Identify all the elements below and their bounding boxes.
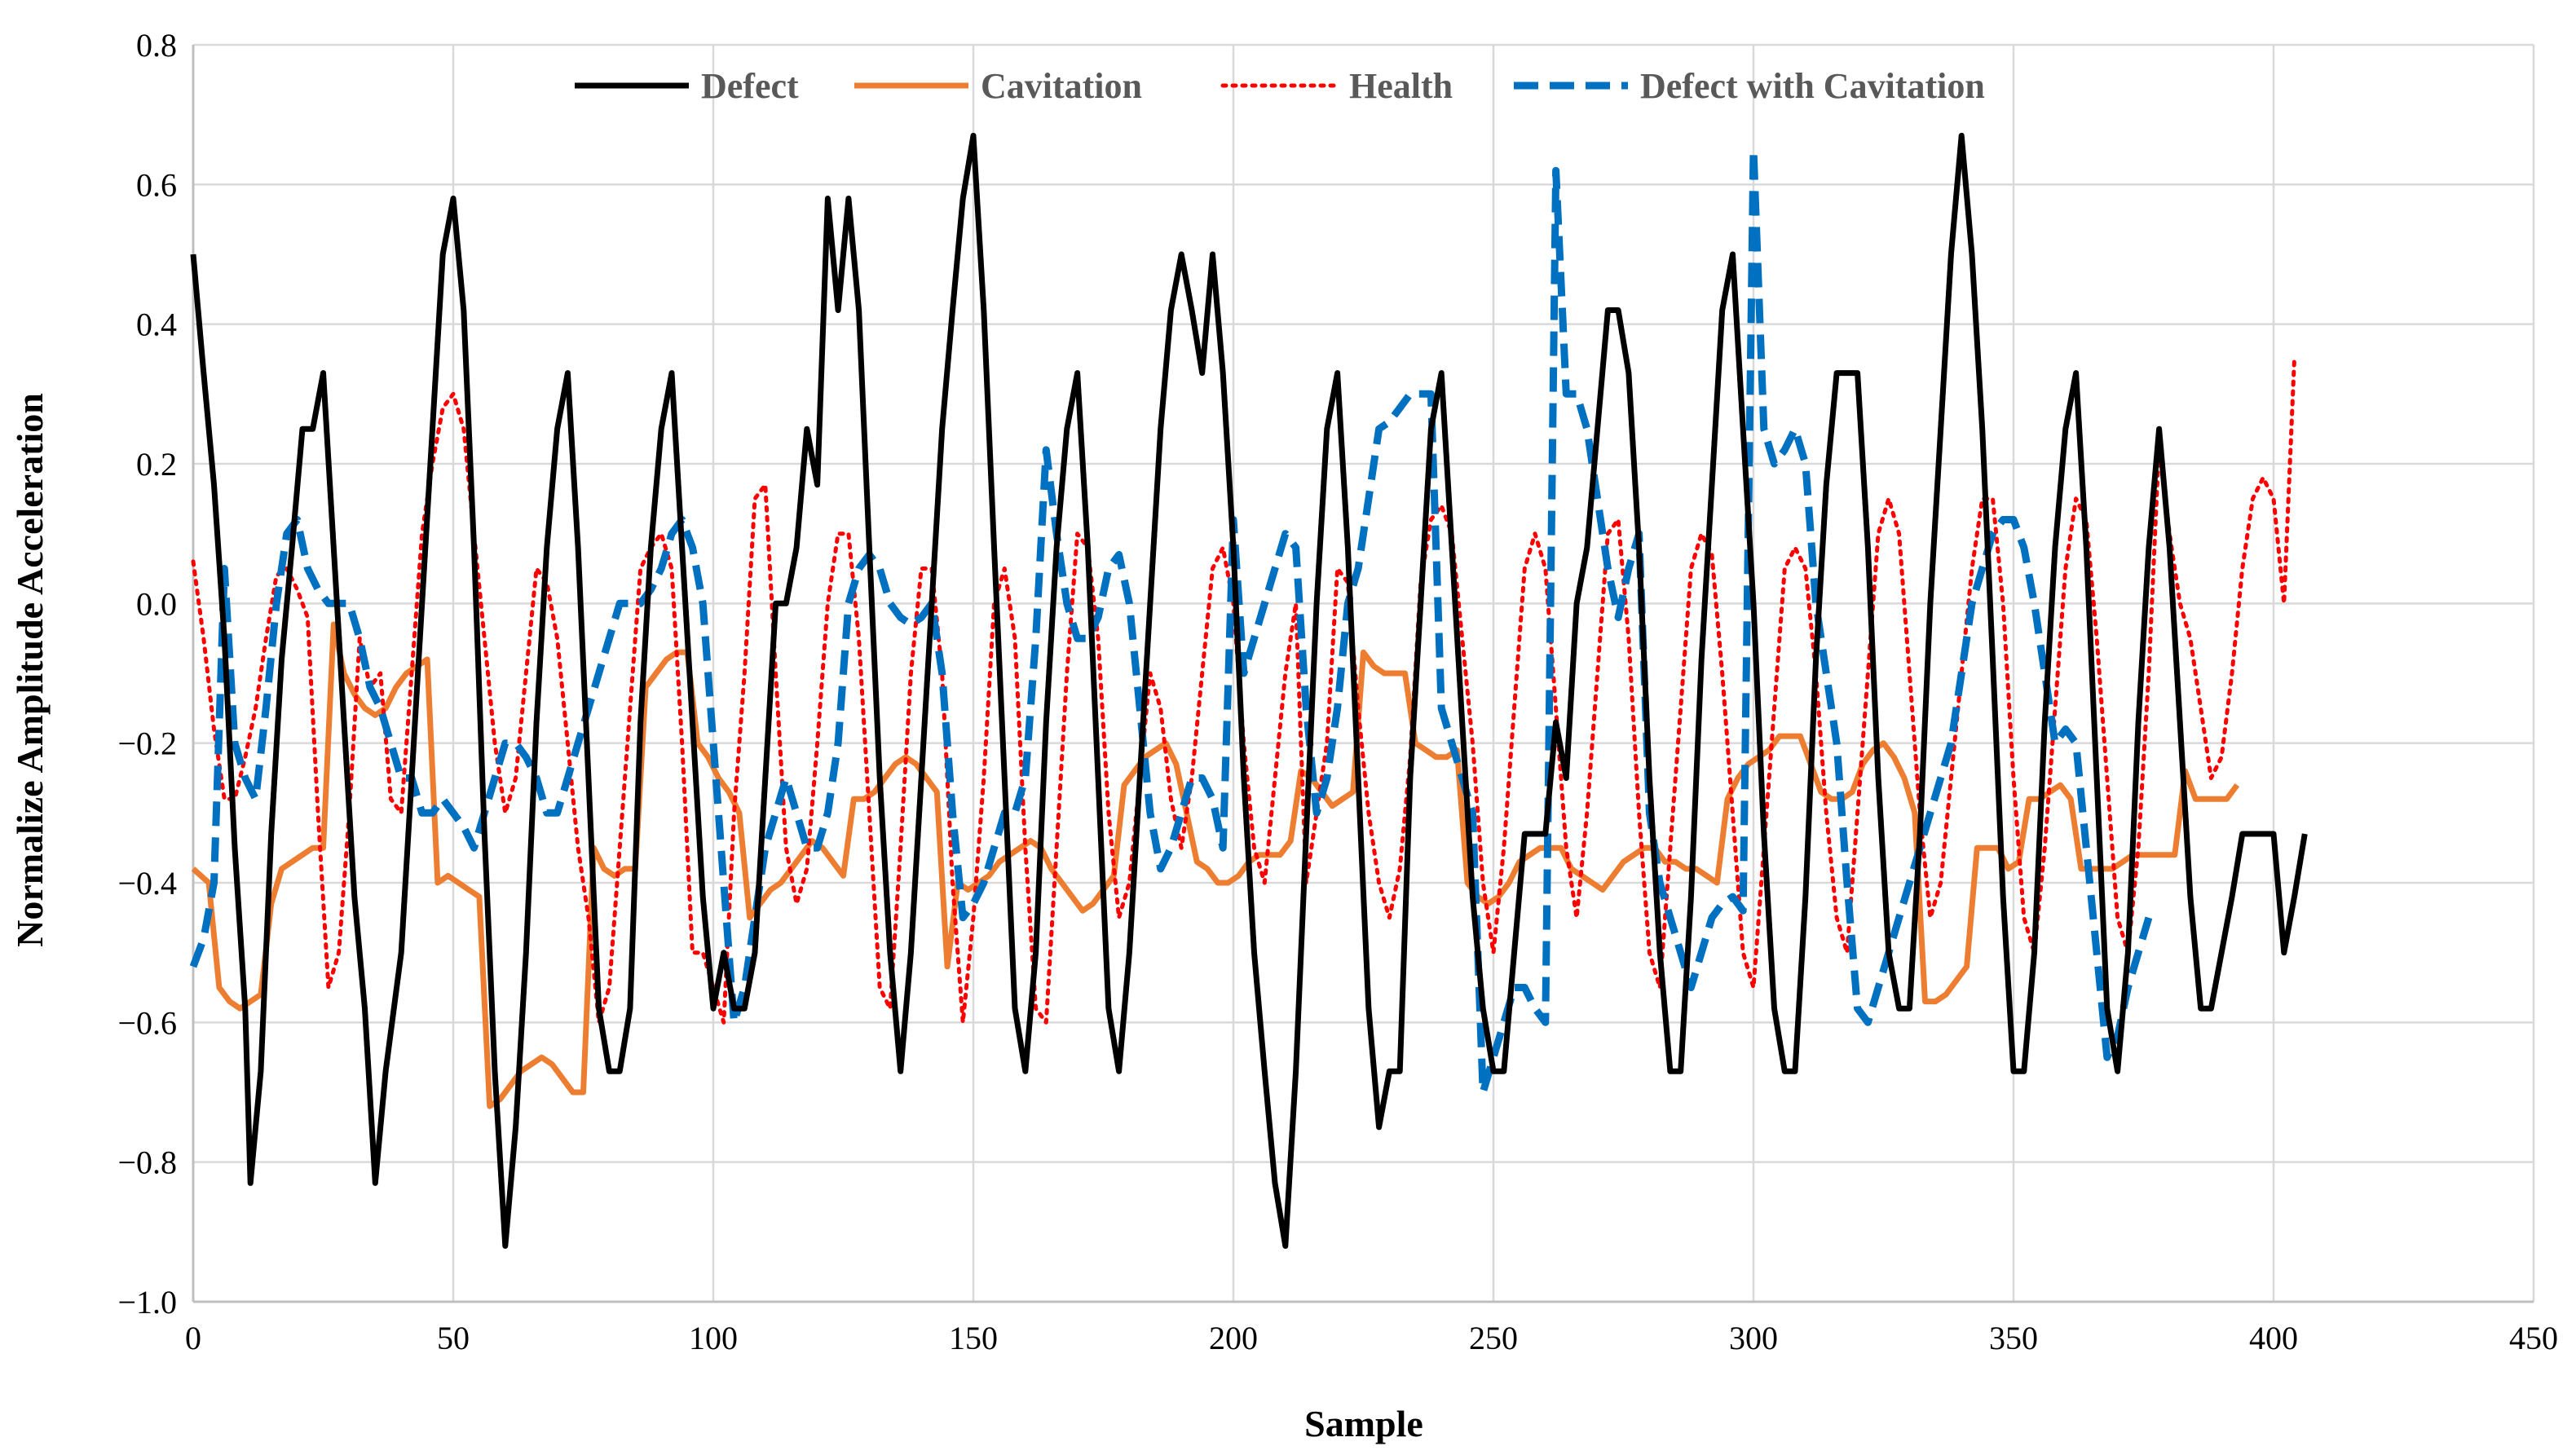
x-tick-label: 450	[2509, 1320, 2558, 1356]
series-line-cavitation	[191, 621, 2240, 1109]
y-tick-label: −0.4	[117, 865, 177, 902]
x-tick-label: 0	[185, 1320, 201, 1356]
series-line-defect-with-cavitation	[189, 146, 2153, 1096]
y-tick-label: −0.2	[117, 725, 177, 762]
legend-label-health: Health	[1349, 66, 1453, 106]
y-tick-label: 0.0	[136, 585, 177, 622]
legend: Defect Cavitation Health Defect with Cavita…	[575, 66, 1985, 106]
y-tick-labels: −1.0 −0.8 −0.6 −0.4 −0.2 0.0 0.2 0.4 0.6 0.8	[117, 27, 177, 1321]
x-tick-label: 300	[1729, 1320, 1778, 1356]
x-tick-label: 250	[1469, 1320, 1518, 1356]
y-tick-label: 0.4	[136, 306, 177, 343]
x-tick-label: 350	[1989, 1320, 2038, 1356]
y-tick-label: 0.8	[136, 27, 177, 64]
y-tick-label: −0.6	[117, 1004, 177, 1041]
legend-label-defect: Defect	[701, 66, 799, 106]
x-tick-label: 200	[1209, 1320, 1258, 1356]
legend-label-cavitation: Cavitation	[981, 66, 1142, 106]
y-tick-label: −1.0	[117, 1284, 177, 1321]
legend-label-defect-with-cavitation: Defect with Cavitation	[1640, 66, 1985, 106]
x-tick-label: 100	[689, 1320, 738, 1356]
x-axis-title: Sample	[1304, 1403, 1423, 1444]
series-line-defect	[190, 132, 2308, 1249]
y-tick-label: 0.2	[136, 446, 177, 483]
y-tick-label: 0.6	[136, 166, 177, 203]
y-tick-label: −0.8	[117, 1144, 177, 1181]
x-tick-label: 150	[949, 1320, 998, 1356]
y-axis-title: Normalize Amplitude Acceleration	[9, 393, 51, 947]
x-tick-label: 400	[2249, 1320, 2298, 1356]
x-tick-label: 50	[437, 1320, 470, 1356]
series-layer	[189, 132, 2308, 1249]
x-tick-labels: 0 50 100 150 200 250 300 350 400 450	[185, 1320, 2558, 1356]
